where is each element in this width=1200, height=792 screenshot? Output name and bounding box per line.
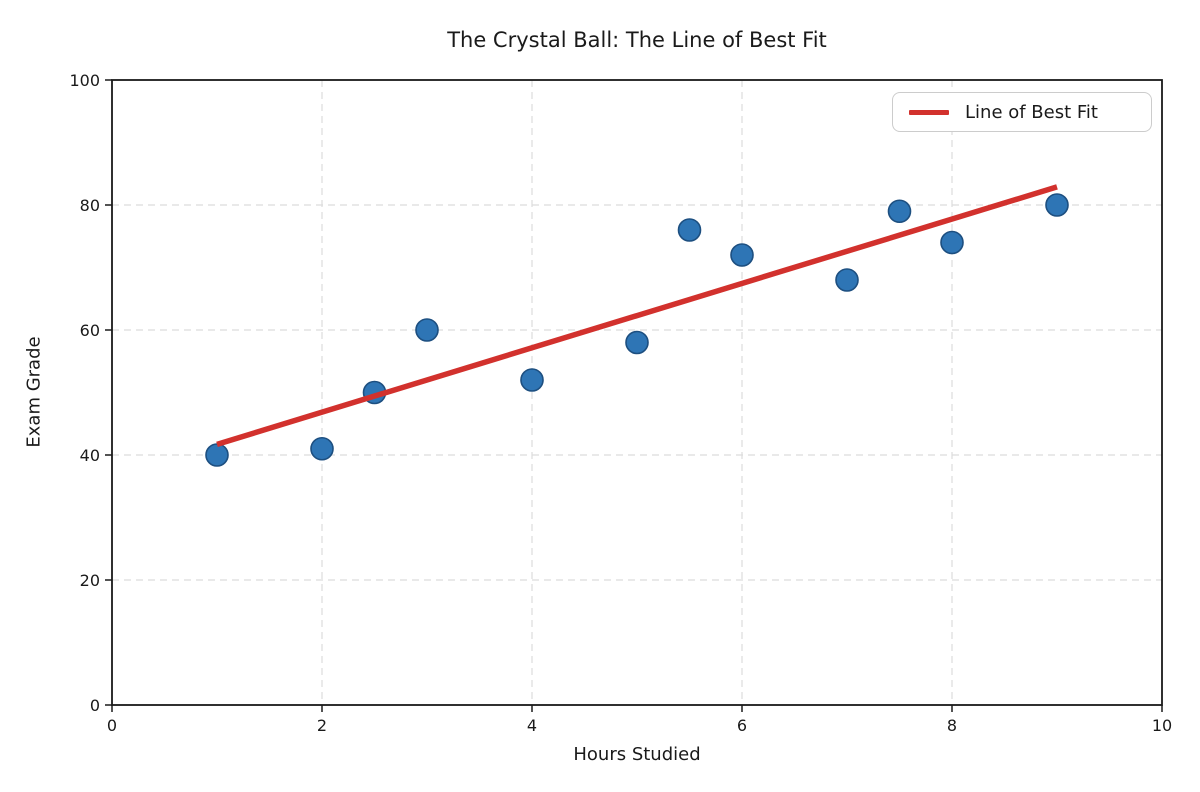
data-point <box>415 318 439 342</box>
legend-label: Line of Best Fit <box>965 101 1098 123</box>
x-tick-label: 8 <box>947 716 957 735</box>
y-tick-label: 40 <box>80 446 100 465</box>
data-point <box>1045 193 1069 217</box>
y-tick-label: 20 <box>80 571 100 590</box>
chart-title: The Crystal Ball: The Line of Best Fit <box>447 28 827 52</box>
x-tick-label: 10 <box>1152 716 1172 735</box>
x-tick-label: 6 <box>737 716 747 735</box>
data-point <box>940 230 964 255</box>
y-tick-label: 80 <box>80 196 100 215</box>
x-axis-label: Hours Studied <box>573 744 701 765</box>
data-point <box>520 368 544 392</box>
legend: Line of Best Fit <box>892 92 1152 132</box>
y-tick-label: 60 <box>80 321 100 340</box>
data-point <box>625 330 649 355</box>
x-tick-label: 0 <box>107 716 117 735</box>
plot-border <box>111 79 1163 706</box>
x-tick-label: 4 <box>527 716 537 735</box>
y-axis-label: Exam Grade <box>23 336 45 448</box>
y-tick-label: 100 <box>69 71 100 90</box>
data-point <box>887 199 912 224</box>
data-point <box>205 443 229 467</box>
x-tick-label: 2 <box>317 716 327 735</box>
legend-line-swatch <box>909 109 949 115</box>
data-point <box>730 243 754 267</box>
data-point <box>835 268 859 292</box>
data-point <box>677 218 702 242</box>
y-tick-label: 0 <box>90 696 100 715</box>
data-point <box>310 436 334 461</box>
best-fit-line <box>216 184 1058 448</box>
